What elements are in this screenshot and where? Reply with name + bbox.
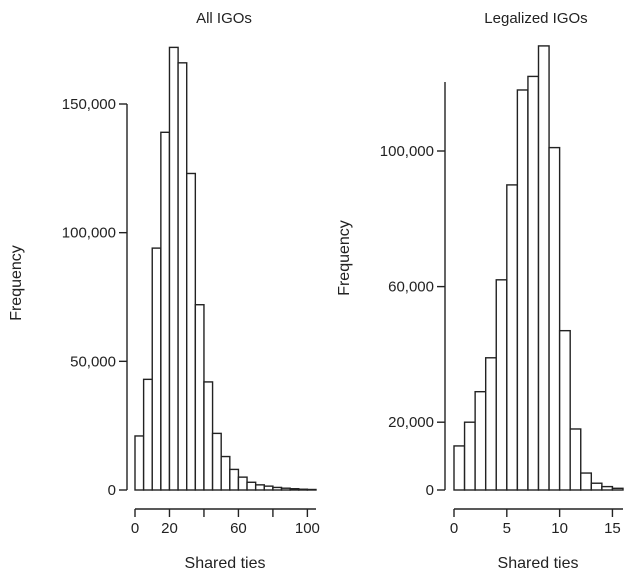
x-tick-label: 20 (161, 520, 178, 537)
x-tick-label: 10 (551, 520, 568, 537)
histogram-bar (495, 279, 508, 491)
histogram-bar (151, 247, 162, 491)
y-tick-label: 100,000 (380, 143, 434, 160)
y-tick-label: 0 (108, 482, 116, 499)
x-tick-label: 60 (230, 520, 247, 537)
histogram-bar (548, 146, 561, 491)
y-tick-label: 150,000 (62, 96, 116, 113)
x-ticks-legalized-igos: 0 5 10 15 (450, 509, 621, 537)
x-tick-label: 15 (604, 520, 621, 537)
y-axis-title-legalized-igos: Frequency (336, 220, 353, 296)
histogram-bar (186, 172, 197, 491)
histogram-bar (298, 488, 309, 491)
histogram-bar (194, 304, 205, 491)
histogram-bar (474, 390, 487, 491)
histogram-bar (611, 487, 624, 491)
histogram-bar (211, 432, 222, 491)
x-axis-title-all-igos: Shared ties (185, 555, 266, 572)
histogram-bar (516, 89, 529, 491)
histogram-bar (453, 445, 466, 491)
y-tick-label: 20,000 (388, 414, 434, 431)
y-tick-label: 60,000 (388, 279, 434, 296)
panel-legalized-igos: Legalized IGOs 0 20,000 60,000 100,000 0 5 10… (336, 10, 624, 572)
histogram-bar (580, 472, 593, 491)
histogram-bar (263, 485, 274, 491)
x-tick-label: 100 (295, 520, 320, 537)
bars-legalized-igos (453, 45, 624, 491)
histogram-bar (177, 62, 188, 491)
histogram-bar (280, 487, 291, 491)
histogram-bar (160, 131, 171, 491)
histogram-bar (229, 468, 240, 491)
histogram-bar (272, 486, 283, 491)
panel-title-legalized-igos: Legalized IGOs (484, 10, 587, 27)
histogram-bar (246, 481, 257, 491)
x-ticks-all-igos: 0 20 60 100 (131, 509, 320, 537)
y-tick-label: 100,000 (62, 225, 116, 242)
histogram-bar (506, 184, 519, 491)
y-ticks-legalized-igos: 0 20,000 60,000 100,000 (380, 143, 445, 499)
histogram-bar (569, 428, 582, 491)
histogram-bar (601, 485, 614, 491)
bars-all-igos (134, 46, 317, 491)
histogram-bar (134, 435, 145, 491)
histogram-bar (254, 484, 265, 491)
y-tick-label: 50,000 (70, 353, 116, 370)
histogram-bar (590, 482, 603, 491)
panel-title-all-igos: All IGOs (196, 10, 252, 27)
histogram-bar (463, 421, 476, 491)
histogram-bar (537, 45, 550, 491)
histogram-bar (237, 476, 248, 491)
histogram-bar (306, 488, 317, 491)
x-tick-label: 0 (450, 520, 458, 537)
histogram-bar (484, 357, 497, 491)
y-axis-title-all-igos: Frequency (8, 245, 25, 321)
histogram-bar (220, 455, 231, 491)
x-tick-label: 5 (503, 520, 511, 537)
x-axis-title-legalized-igos: Shared ties (498, 555, 579, 572)
x-tick-label: 0 (131, 520, 139, 537)
y-ticks-all-igos: 0 50,000 100,000 150,000 (62, 96, 127, 499)
y-tick-label: 0 (426, 482, 434, 499)
histogram-bar (203, 381, 214, 491)
histogram-bar (289, 488, 300, 491)
histogram-bar (168, 46, 179, 491)
histogram-bar (142, 378, 153, 491)
histogram-bar (527, 75, 540, 491)
histogram-bar (558, 329, 571, 491)
